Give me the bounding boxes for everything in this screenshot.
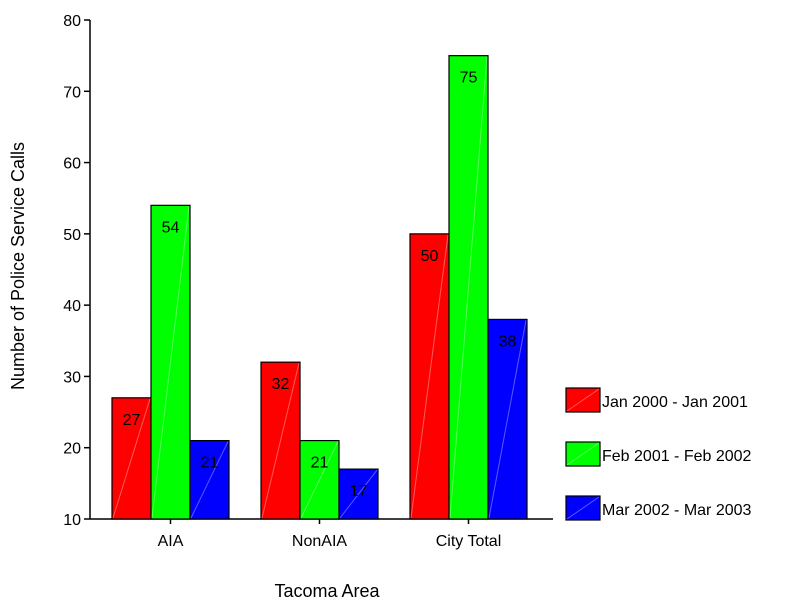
legend-swatch xyxy=(565,441,601,467)
legend-label: Mar 2002 - Mar 2003 xyxy=(602,502,752,519)
y-tick-label: 10 xyxy=(63,512,81,529)
legend-label: Jan 2000 - Jan 2001 xyxy=(602,394,748,411)
y-tick-label: 40 xyxy=(63,298,81,315)
bar-data-label: 32 xyxy=(272,376,290,393)
x-tick-label: NonAIA xyxy=(292,533,347,550)
y-axis-title: Number of Police Service Calls xyxy=(8,142,28,390)
x-axis-title: Tacoma Area xyxy=(274,581,380,601)
legend: Jan 2000 - Jan 2001 Feb 2001 - Feb 2002 Ma… xyxy=(565,387,752,521)
bar-jan-2000---jan-2001-city-total xyxy=(409,233,450,520)
y-tick-label: 30 xyxy=(63,369,81,386)
bar-shine xyxy=(410,234,449,519)
bar-shine xyxy=(112,398,151,519)
legend-swatch xyxy=(565,495,601,521)
axes: 10 20 30 40 50 60 70 80 AIA NonAIA City Total xyxy=(63,13,553,550)
bar-shine xyxy=(300,441,339,519)
y-tick-label: 70 xyxy=(63,84,81,101)
legend-swatch-shine xyxy=(566,442,600,466)
bar-mar-2002---mar-2003-city-total xyxy=(487,318,528,520)
bar-data-label: 27 xyxy=(123,412,141,429)
bar-data-label: 50 xyxy=(421,248,439,265)
bar-feb-2001---feb-2002-aia xyxy=(150,204,191,520)
bar-mar-2002---mar-2003-aia xyxy=(189,439,230,520)
y-tick-label: 80 xyxy=(63,13,81,30)
legend-swatch-shine xyxy=(566,496,600,520)
bar-shine xyxy=(488,320,527,519)
bar-data-label: 38 xyxy=(499,333,517,350)
bar-shine xyxy=(449,56,488,519)
bar-data-label: 21 xyxy=(201,455,219,472)
bars: 27 54 21 32 21 17 50 75 38 xyxy=(111,55,528,520)
legend-swatch xyxy=(565,387,601,413)
bar-data-label: 17 xyxy=(350,483,368,500)
bar-shine xyxy=(261,363,300,519)
y-tick-label: 60 xyxy=(63,156,81,173)
x-tick-label: City Total xyxy=(436,533,502,550)
y-tick-label: 20 xyxy=(63,441,81,458)
x-tick-label: AIA xyxy=(158,533,184,550)
legend-label: Feb 2001 - Feb 2002 xyxy=(602,448,752,465)
bar-shine xyxy=(190,441,229,519)
y-tick-label: 50 xyxy=(63,227,81,244)
bar-data-label: 21 xyxy=(311,455,329,472)
bar-jan-2000---jan-2001-nonaia xyxy=(260,361,301,520)
legend-swatch-shine xyxy=(566,388,600,412)
bar-mar-2002---mar-2003-nonaia xyxy=(338,468,379,520)
bar-data-label: 54 xyxy=(162,219,180,236)
bar-data-label: 75 xyxy=(460,70,478,87)
bar-shine xyxy=(339,469,378,519)
bar-shine xyxy=(151,206,190,519)
bar-feb-2001---feb-2002-city-total xyxy=(448,55,489,520)
